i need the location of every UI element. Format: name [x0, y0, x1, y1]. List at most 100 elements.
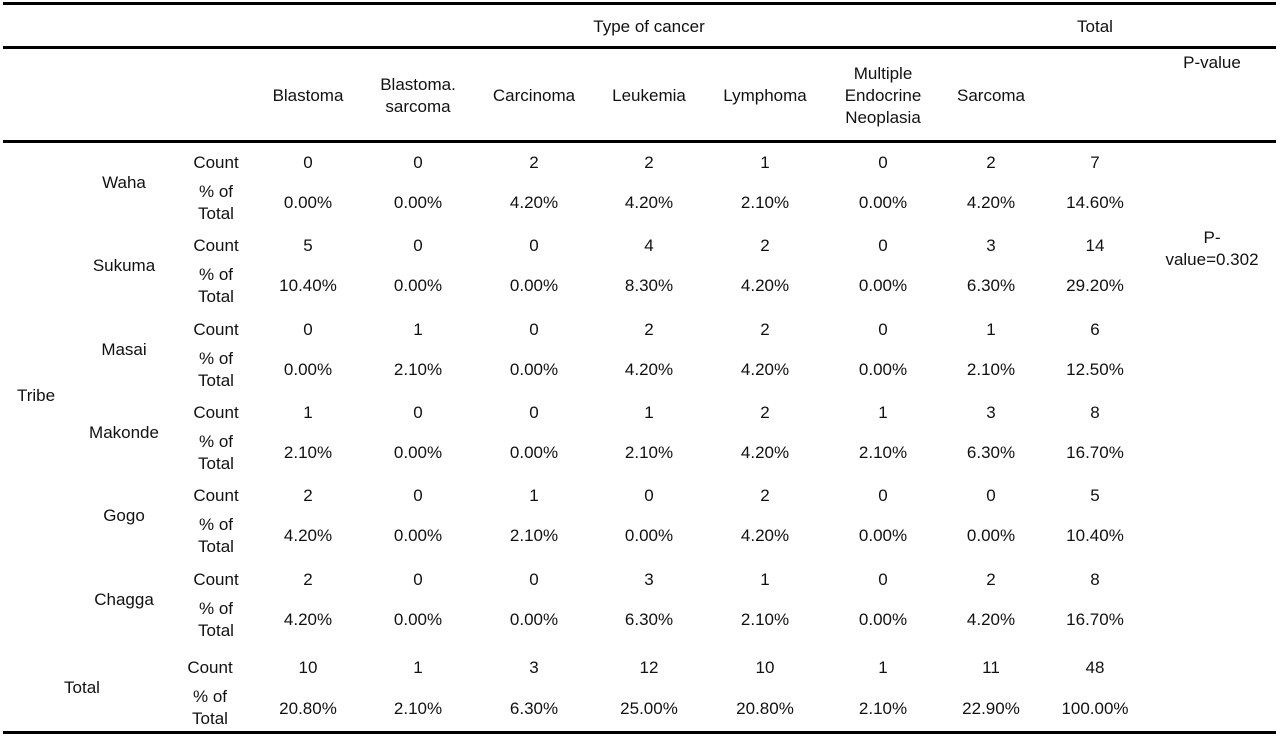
count-cell: 2 — [760, 236, 770, 256]
pct-label: % of Total — [198, 182, 234, 223]
pct-cell: 4.20% — [740, 442, 790, 462]
pct-cell: 0.00% — [393, 193, 443, 212]
column-header-5: Lymphoma — [723, 86, 807, 105]
count-cell: 8 — [1090, 569, 1100, 589]
pct-cell: 4.20% — [966, 609, 1016, 629]
pct-cell: 10.40% — [1066, 526, 1124, 546]
count-cell: 2 — [760, 319, 770, 339]
pct-cell: 4.20% — [740, 526, 790, 546]
count-cell: 0 — [878, 569, 888, 589]
count-cell: 2 — [760, 402, 770, 422]
pct-cell: 14.60% — [1066, 193, 1124, 212]
pct-cell: 2.10% — [624, 442, 674, 462]
count-cell: 0 — [878, 319, 888, 339]
count-cell: 0 — [413, 153, 423, 172]
total-count-cell: 1 — [413, 658, 423, 677]
count-cell: 0 — [529, 402, 539, 422]
tribe-name-masai: Masai — [101, 339, 147, 359]
count-cell: 3 — [986, 236, 996, 256]
total-count-cell: 10 — [298, 658, 318, 677]
pct-cell: 0.00% — [393, 609, 443, 629]
count-cell: 2 — [303, 569, 313, 589]
count-cell: 2 — [644, 319, 654, 339]
pct-cell: 12.50% — [1066, 359, 1124, 379]
pct-cell: 0.00% — [858, 359, 908, 379]
count-cell: 0 — [878, 153, 888, 172]
count-cell: 0 — [644, 486, 654, 506]
count-cell: 1 — [878, 402, 888, 422]
total-pct-cell: 22.90% — [962, 699, 1020, 718]
p-value-header: P-value — [1183, 53, 1241, 72]
pct-cell: 4.20% — [283, 526, 333, 546]
tribe-name-chagga: Chagga — [94, 589, 154, 609]
count-cell: 0 — [413, 569, 423, 589]
pct-cell: 0.00% — [624, 526, 674, 546]
pct-cell: 2.10% — [740, 609, 790, 629]
count-cell: 0 — [413, 402, 423, 422]
count-cell: 0 — [413, 236, 423, 256]
total-pct-cell: 25.00% — [620, 699, 678, 718]
pct-label: % of Total — [198, 431, 234, 473]
count-label: Count — [193, 153, 239, 172]
header-rule — [3, 46, 1276, 49]
pct-cell: 10.40% — [279, 276, 337, 296]
pct-cell: 16.70% — [1066, 442, 1124, 462]
count-cell: 2 — [303, 486, 313, 506]
count-cell: 1 — [760, 569, 770, 589]
p-value-text: P- value=0.302 — [1165, 228, 1259, 269]
count-cell: 2 — [760, 486, 770, 506]
top-rule — [3, 2, 1276, 5]
pct-cell: 0.00% — [509, 442, 559, 462]
pct-cell: 29.20% — [1066, 276, 1124, 296]
total-count-cell: 1 — [878, 658, 888, 677]
column-header-3: Carcinoma — [492, 86, 576, 105]
total-pct-cell: 100.00% — [1061, 699, 1129, 718]
count-label: Count — [193, 319, 239, 339]
count-cell: 0 — [878, 236, 888, 256]
count-label: Count — [193, 236, 239, 256]
count-cell: 1 — [413, 319, 423, 339]
count-cell: 1 — [644, 402, 654, 422]
pct-cell: 0.00% — [509, 276, 559, 296]
pct-cell: 4.20% — [624, 359, 674, 379]
pct-cell: 0.00% — [858, 193, 908, 212]
count-cell: 3 — [986, 402, 996, 422]
total-count-cell: 10 — [755, 658, 775, 677]
count-cell: 5 — [303, 236, 313, 256]
count-cell: 1 — [986, 319, 996, 339]
total-count-cell: 3 — [529, 658, 539, 677]
pct-cell: 8.30% — [624, 276, 674, 296]
pct-cell: 0.00% — [509, 609, 559, 629]
total-count-cell: 11 — [982, 658, 1000, 677]
pct-label: % of Total — [198, 598, 234, 640]
pct-cell: 2.10% — [283, 442, 333, 462]
pct-cell: 2.10% — [966, 359, 1016, 379]
pct-cell: 6.30% — [966, 276, 1016, 296]
pct-cell: 2.10% — [740, 193, 790, 212]
pct-label: % of Total — [198, 515, 234, 557]
count-label: Count — [187, 658, 233, 677]
total-pct-cell: 2.10% — [393, 699, 443, 718]
tribe-label: Tribe — [16, 386, 56, 405]
pct-cell: 0.00% — [509, 359, 559, 379]
column-header-2: Blastoma. sarcoma — [380, 75, 456, 116]
pct-cell: 0.00% — [858, 276, 908, 296]
count-cell: 0 — [413, 486, 423, 506]
pct-cell: 4.20% — [283, 609, 333, 629]
count-label: Count — [193, 569, 239, 589]
count-cell: 0 — [529, 236, 539, 256]
count-cell: 2 — [986, 153, 996, 172]
count-cell: 1 — [760, 153, 770, 172]
pct-cell: 4.20% — [624, 193, 674, 212]
pct-label: % of Total — [198, 265, 234, 307]
bottom-rule — [3, 731, 1276, 734]
pct-cell: 0.00% — [283, 359, 333, 379]
total-header: Total — [1077, 17, 1113, 36]
pct-cell: 4.20% — [509, 193, 559, 212]
total-pct-cell: 20.80% — [279, 699, 337, 718]
pct-cell: 2.10% — [393, 359, 443, 379]
pct-cell: 2.10% — [858, 442, 908, 462]
pct-cell: 0.00% — [393, 442, 443, 462]
pct-cell: 4.20% — [966, 193, 1016, 212]
pct-cell: 6.30% — [966, 442, 1016, 462]
